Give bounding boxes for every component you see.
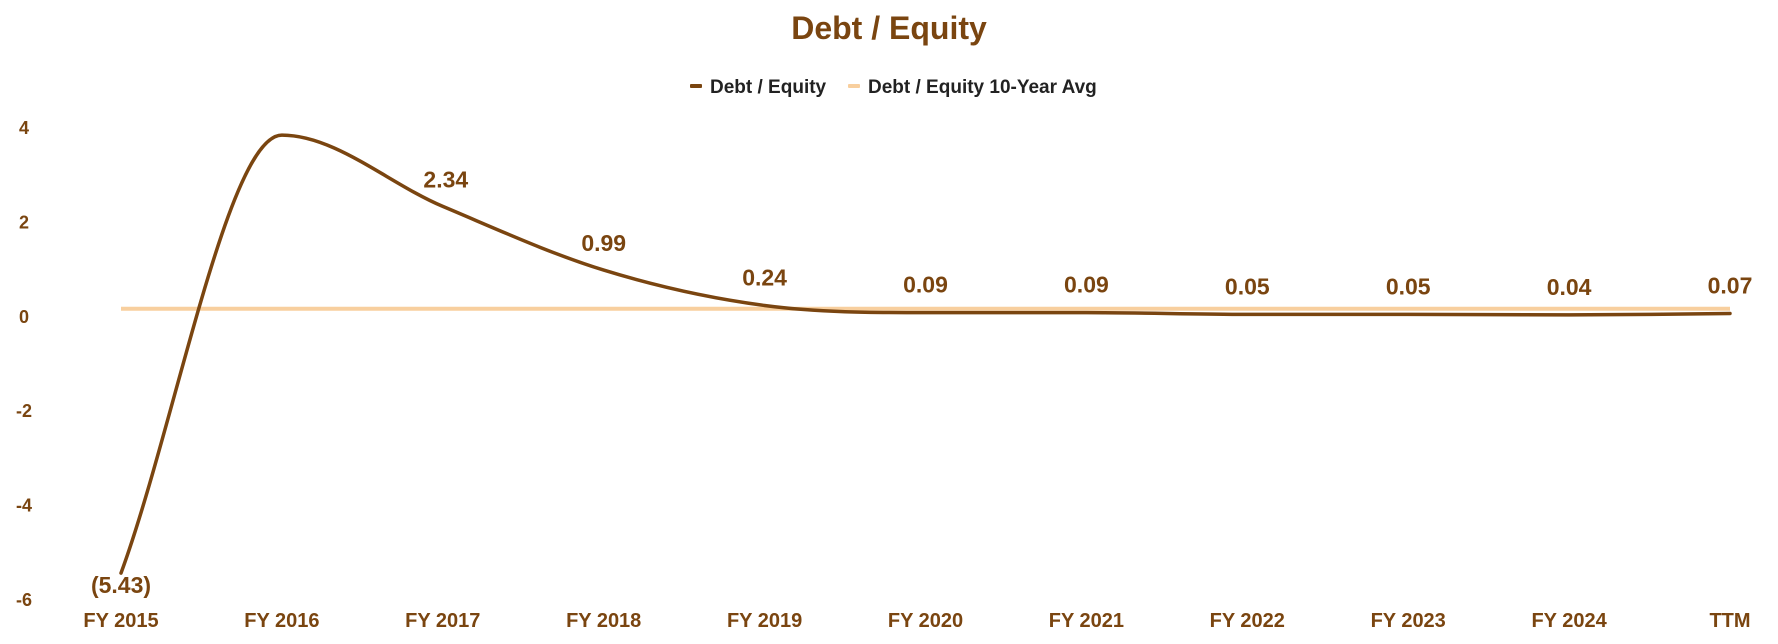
series-line-layer (119, 133, 1732, 575)
y-tick-label: -4 (16, 496, 32, 516)
data-label: 0.09 (903, 272, 948, 298)
y-tick-label: -6 (16, 590, 32, 610)
legend-swatch-debt-equity (690, 84, 702, 88)
debt-equity-series-line (119, 133, 1732, 575)
y-axis-ticks: 4 2 0 -2 -4 -6 (16, 118, 32, 610)
x-axis-ticks: FY 2015 FY 2016 FY 2017 FY 2018 FY 2019 FY 20… (83, 610, 1750, 632)
data-label: 0.05 (1386, 273, 1431, 299)
data-label: 0.24 (742, 264, 787, 290)
legend-item-debt-equity[interactable]: Debt / Equity (690, 77, 827, 98)
x-tick-label: TTM (1709, 610, 1750, 632)
legend-label-10-year-avg: Debt / Equity 10-Year Avg (868, 77, 1097, 98)
x-tick-label: FY 2024 (1531, 610, 1607, 632)
y-tick-label: -2 (16, 401, 32, 421)
data-label: 0.09 (1064, 272, 1109, 298)
data-label: 0.04 (1547, 274, 1592, 300)
data-label: 0.07 (1708, 272, 1753, 298)
legend-label-debt-equity: Debt / Equity (710, 77, 827, 98)
legend-item-10-year-avg[interactable]: Debt / Equity 10-Year Avg (848, 77, 1097, 98)
y-tick-label: 4 (19, 118, 29, 138)
x-tick-label: FY 2018 (566, 610, 641, 632)
x-tick-label: FY 2019 (727, 610, 802, 632)
x-tick-label: FY 2022 (1210, 610, 1285, 632)
y-tick-label: 0 (19, 307, 29, 327)
data-label-layer: (5.43) 2.34 0.99 0.24 0.09 0.09 0.05 0.05 0.04 0.… (91, 166, 1752, 598)
x-tick-label: FY 2021 (1049, 610, 1124, 632)
legend-swatch-10-year-avg (848, 84, 860, 88)
y-tick-label: 2 (19, 212, 29, 232)
x-tick-label: FY 2016 (244, 610, 319, 632)
x-tick-label: FY 2017 (405, 610, 480, 632)
data-label: (5.43) (91, 572, 151, 598)
data-label: 0.05 (1225, 273, 1270, 299)
chart-title: Debt / Equity (791, 10, 987, 46)
legend: Debt / Equity Debt / Equity 10-Year Avg (690, 77, 1097, 98)
x-tick-label: FY 2020 (888, 610, 963, 632)
x-tick-label: FY 2023 (1371, 610, 1446, 632)
data-label: 2.34 (423, 166, 468, 192)
x-tick-label: FY 2015 (83, 610, 158, 632)
data-label: 0.99 (581, 230, 626, 256)
